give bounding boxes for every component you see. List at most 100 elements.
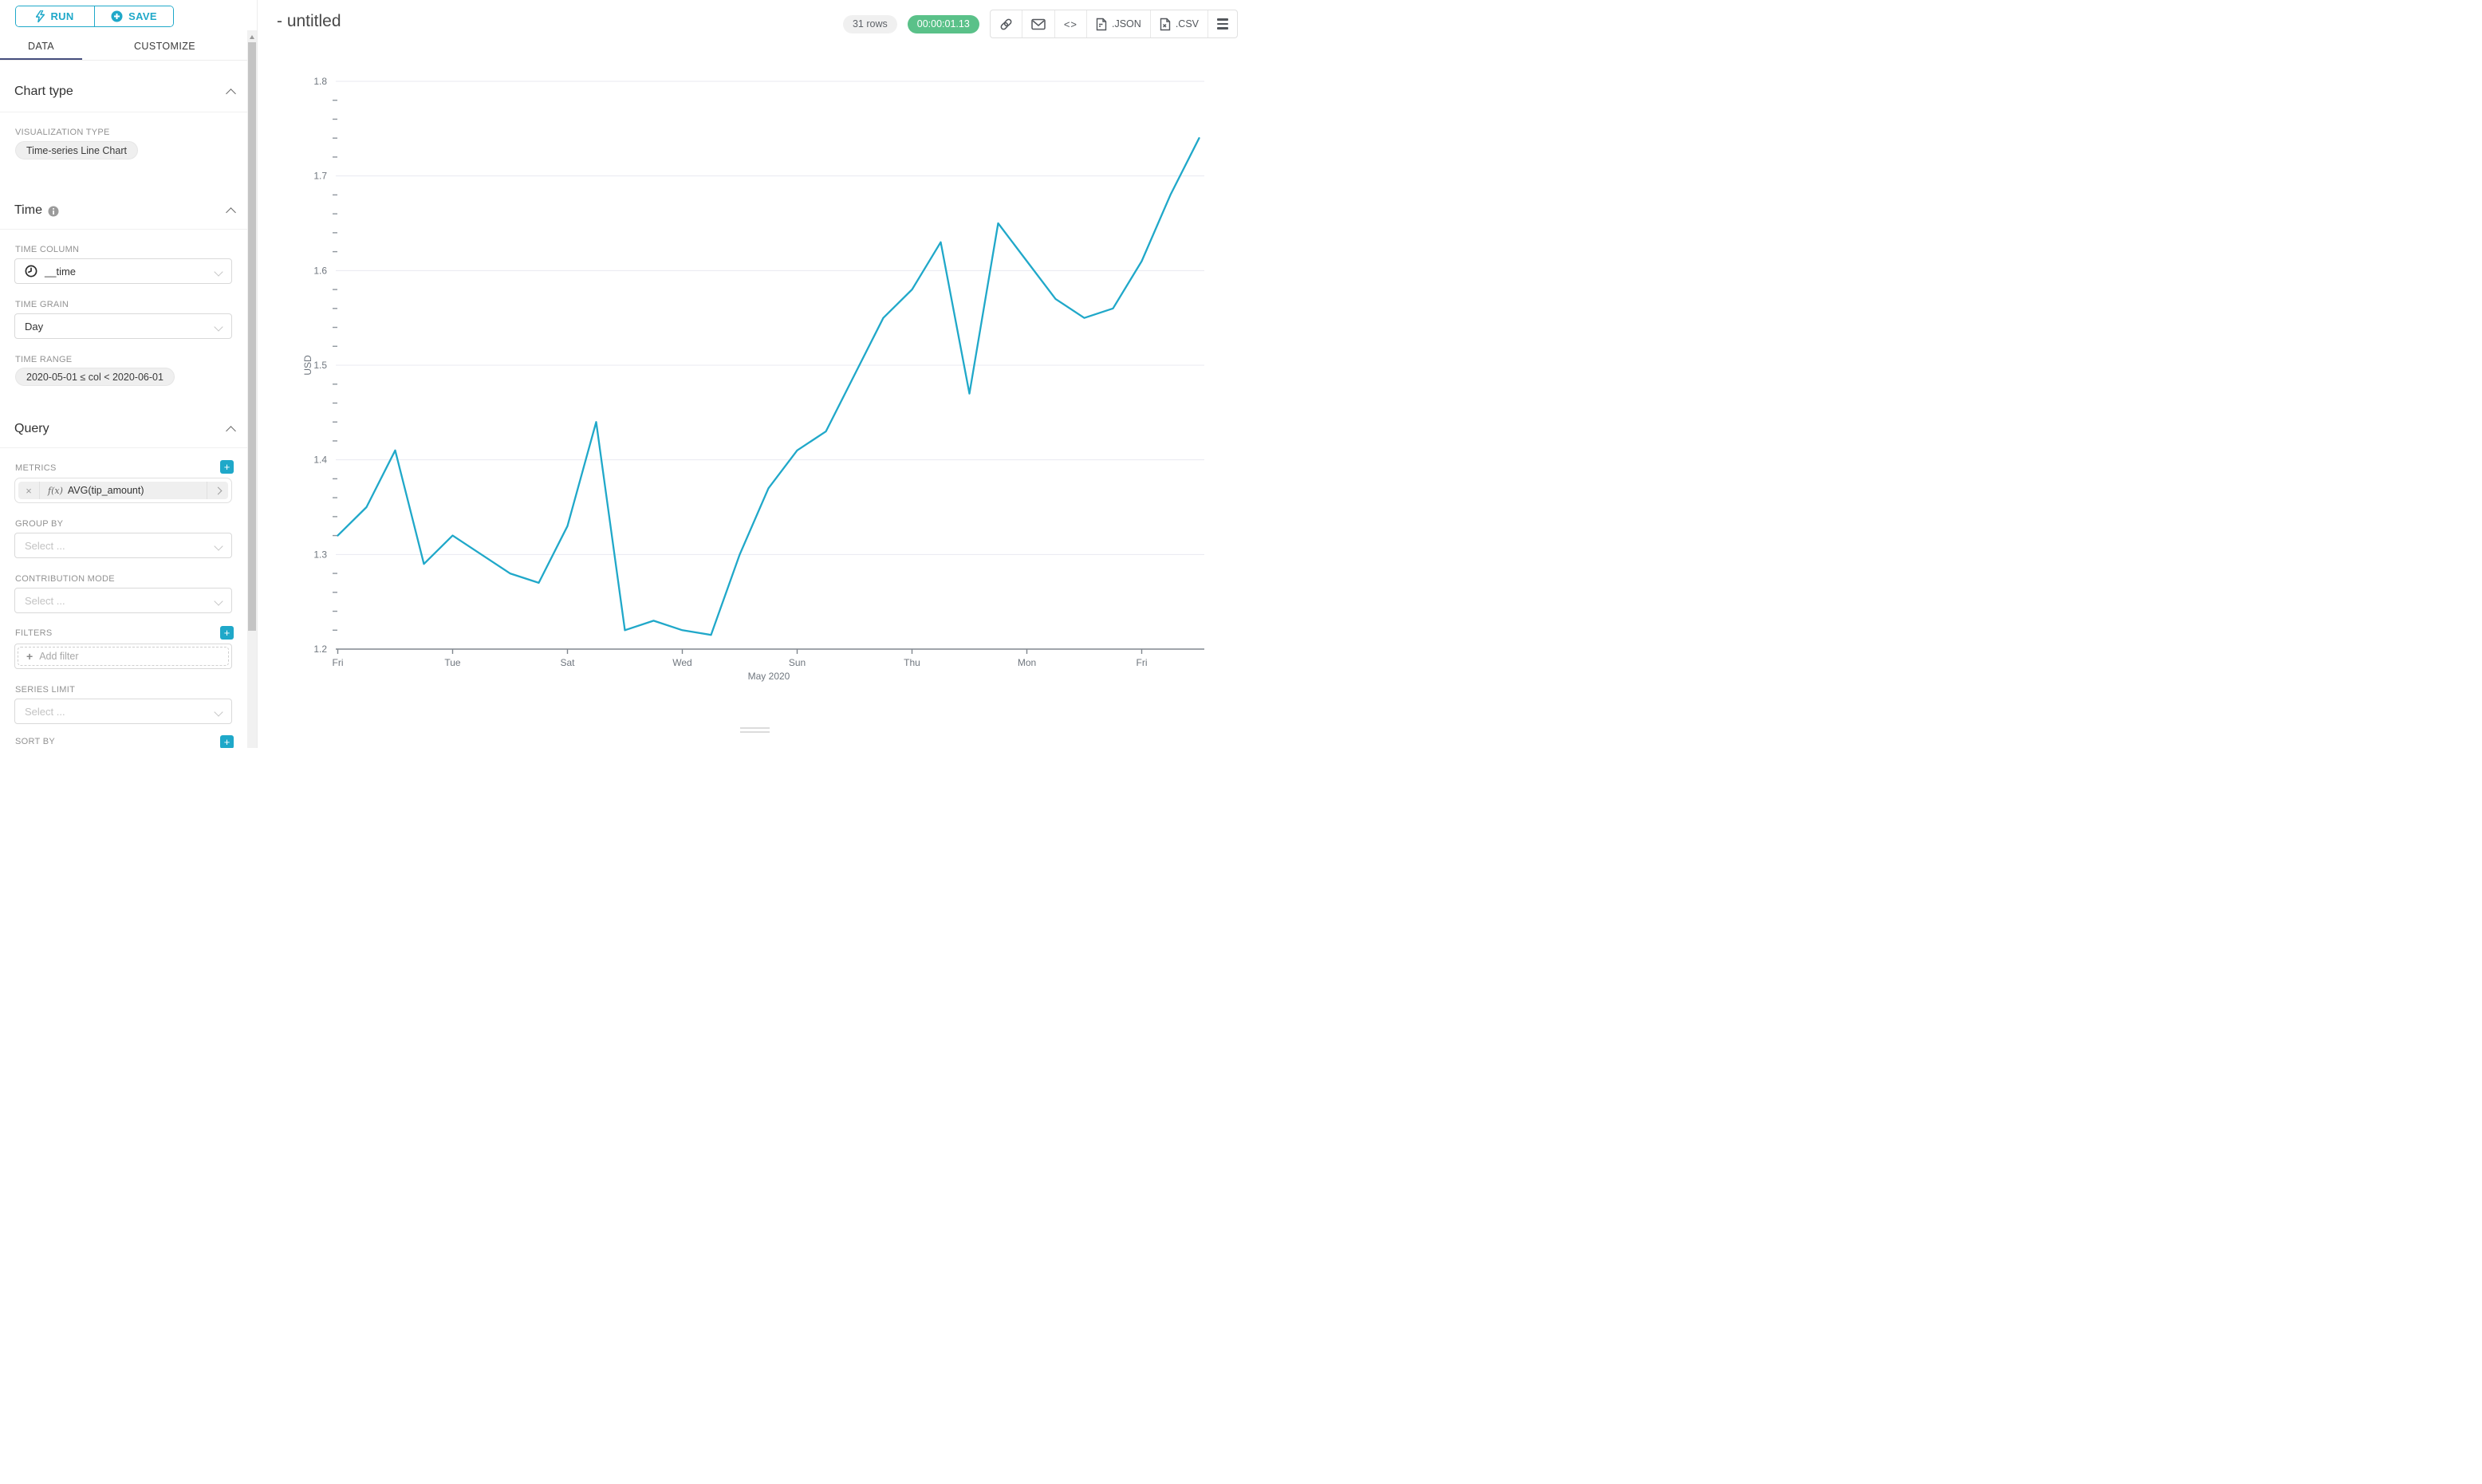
time-range-pill[interactable]: 2020-05-01 ≤ col < 2020-06-01 (15, 368, 175, 386)
contribution-mode-select[interactable]: Select ... (14, 588, 232, 613)
section-time-title: Time (14, 203, 42, 217)
export-toolbar: <> .JSON .CSV (989, 10, 1238, 38)
section-query[interactable]: Query (14, 422, 236, 436)
svg-text:Thu: Thu (904, 657, 920, 668)
viz-type-pill[interactable]: Time-series Line Chart (15, 141, 138, 159)
viz-type-label: VISUALIZATION TYPE (15, 128, 110, 137)
group-by-label: GROUP BY (15, 519, 64, 529)
plus-icon: + (26, 650, 33, 663)
scrollbar-thumb[interactable] (248, 42, 256, 631)
envelope-icon (1031, 18, 1046, 30)
control-sidebar: RUN SAVE DATA CUSTOMIZE Chart type VISUA… (0, 0, 247, 748)
export-csv-button[interactable]: .CSV (1151, 10, 1208, 37)
time-series-line-chart[interactable]: 1.2 1.3 1.4 1.5 1.6 1.7 1.8 Fri Tue Sat Wed Sun Thu M… (258, 0, 1241, 748)
svg-text:Fri: Fri (333, 657, 344, 668)
svg-text:1.4: 1.4 (313, 455, 327, 466)
metric-label: f(x) AVG(tip_amount) (40, 482, 207, 499)
sidebar-tabbar: DATA CUSTOMIZE (0, 35, 247, 61)
svg-text:May 2020: May 2020 (748, 671, 790, 682)
link-icon (1000, 18, 1012, 30)
save-button[interactable]: SAVE (95, 6, 173, 26)
header-actions: 31 rows 00:00:01.13 <> .JSON .CS (842, 10, 1238, 38)
divider (0, 447, 247, 448)
series-limit-placeholder: Select ... (25, 705, 65, 718)
chevron-down-icon (214, 322, 223, 332)
json-file-icon (1096, 18, 1107, 30)
contribution-mode-label: CONTRIBUTION MODE (15, 574, 115, 584)
chart-title[interactable]: - untitled (277, 12, 341, 30)
metrics-box: × f(x) AVG(tip_amount) (14, 478, 232, 503)
contribution-placeholder: Select ... (25, 594, 65, 607)
metric-expand-caret[interactable] (207, 482, 228, 499)
add-sort-by-button[interactable]: + (220, 735, 234, 748)
time-column-value: __time (45, 265, 77, 278)
tab-data[interactable]: DATA (0, 35, 82, 60)
chevron-down-icon (214, 267, 223, 277)
chevron-right-icon (214, 486, 222, 494)
chevron-up-icon[interactable] (226, 207, 236, 218)
svg-text:Wed: Wed (672, 657, 691, 668)
time-grain-select[interactable]: Day (14, 313, 232, 339)
section-chart-type[interactable]: Chart type (14, 85, 236, 99)
fx-icon: f(x) (48, 485, 63, 496)
svg-text:Sat: Sat (560, 657, 575, 668)
add-filter-label: Add filter (39, 651, 79, 662)
svg-text:Sun: Sun (789, 657, 806, 668)
add-filter-plus-button[interactable]: + (220, 626, 234, 640)
section-time[interactable]: Time (14, 203, 236, 218)
panel-resize-handle[interactable] (740, 727, 770, 735)
chevron-down-icon (214, 541, 223, 551)
svg-text:Tue: Tue (444, 657, 461, 668)
timer-badge: 00:00:01.13 (907, 14, 979, 33)
json-label: .JSON (1112, 18, 1141, 30)
time-grain-label: TIME GRAIN (15, 300, 69, 309)
copy-link-button[interactable] (991, 10, 1022, 37)
series-limit-select[interactable]: Select ... (14, 699, 232, 724)
group-by-select[interactable]: Select ... (14, 533, 232, 558)
svg-text:1.3: 1.3 (313, 549, 327, 560)
chevron-down-icon (214, 596, 223, 606)
csv-file-icon (1160, 18, 1171, 30)
add-filter-button[interactable]: + Add filter (18, 647, 229, 666)
svg-text:USD: USD (302, 355, 313, 376)
explore-app: RUN SAVE DATA CUSTOMIZE Chart type VISUA… (0, 0, 1241, 748)
svg-text:1.7: 1.7 (313, 171, 327, 182)
time-column-label: TIME COLUMN (15, 245, 80, 254)
save-label: SAVE (128, 10, 157, 22)
group-by-placeholder: Select ... (25, 539, 65, 552)
chart-panel: - untitled 31 rows 00:00:01.13 <> .JSON (258, 0, 1241, 748)
divider (257, 0, 258, 748)
add-metric-button[interactable]: + (220, 460, 234, 474)
info-icon (48, 206, 59, 217)
divider (0, 229, 247, 230)
sort-by-label: SORT BY (15, 737, 55, 746)
time-grain-value: Day (25, 320, 44, 333)
svg-text:Mon: Mon (1018, 657, 1036, 668)
metrics-label: METRICS (15, 463, 57, 473)
time-column-select[interactable]: __time (14, 258, 232, 284)
scroll-up-arrow-icon[interactable] (249, 35, 254, 39)
filters-label: FILTERS (15, 628, 53, 638)
run-save-control: RUN SAVE (15, 6, 174, 27)
export-json-button[interactable]: .JSON (1087, 10, 1151, 37)
tab-customize[interactable]: CUSTOMIZE (134, 41, 195, 52)
svg-text:1.8: 1.8 (313, 76, 327, 87)
lightning-icon (36, 10, 45, 22)
series-limit-label: SERIES LIMIT (15, 685, 76, 695)
remove-metric-icon[interactable]: × (18, 482, 40, 499)
svg-text:1.5: 1.5 (313, 360, 327, 371)
filters-box: + Add filter (14, 644, 232, 669)
hamburger-icon (1217, 18, 1228, 30)
svg-text:1.2: 1.2 (313, 644, 327, 655)
run-button[interactable]: RUN (16, 6, 95, 26)
plus-circle-icon (111, 10, 123, 22)
embed-code-button[interactable]: <> (1055, 10, 1087, 37)
email-button[interactable] (1022, 10, 1055, 37)
time-range-label: TIME RANGE (15, 355, 73, 364)
chevron-up-icon[interactable] (226, 425, 236, 436)
chevron-up-icon[interactable] (226, 88, 236, 99)
metric-pill[interactable]: × f(x) AVG(tip_amount) (18, 482, 228, 499)
menu-button[interactable] (1208, 10, 1237, 37)
metric-value: AVG(tip_amount) (67, 485, 144, 496)
section-query-title: Query (14, 422, 49, 435)
